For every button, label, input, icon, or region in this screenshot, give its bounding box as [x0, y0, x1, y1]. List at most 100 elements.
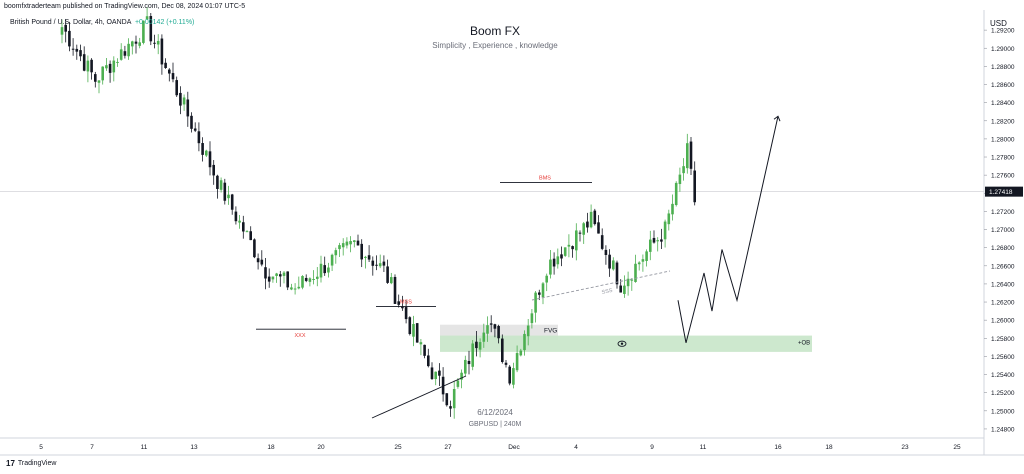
candle-bearish[interactable]: [108, 63, 112, 73]
candle-bullish[interactable]: [575, 230, 578, 251]
candle-bearish[interactable]: [430, 367, 434, 380]
candle-bearish[interactable]: [652, 237, 656, 243]
candle-bullish[interactable]: [464, 359, 467, 374]
candle-bullish[interactable]: [626, 278, 630, 287]
candle-bullish[interactable]: [138, 42, 141, 46]
candle-bullish[interactable]: [671, 203, 674, 215]
candle-bearish[interactable]: [175, 80, 178, 96]
candle-bearish[interactable]: [397, 301, 400, 305]
candle-bearish[interactable]: [619, 285, 622, 293]
candle-bearish[interactable]: [597, 222, 600, 234]
candle-bearish[interactable]: [497, 326, 500, 339]
candle-bullish[interactable]: [452, 389, 456, 409]
candle-bullish[interactable]: [142, 20, 145, 43]
tradingview-logo[interactable]: 17 TradingView: [6, 459, 56, 468]
candle-bearish[interactable]: [467, 360, 471, 365]
candle-bullish[interactable]: [582, 223, 585, 235]
candle-bearish[interactable]: [571, 246, 574, 250]
candle-bearish[interactable]: [504, 362, 508, 365]
candle-bearish[interactable]: [71, 48, 75, 50]
candle-bearish[interactable]: [604, 249, 608, 255]
candle-bullish[interactable]: [119, 49, 123, 60]
candle-bearish[interactable]: [201, 143, 204, 155]
candle-bullish[interactable]: [512, 368, 515, 385]
candle-bearish[interactable]: [267, 276, 271, 282]
candle-bearish[interactable]: [608, 254, 611, 269]
candle-bullish[interactable]: [112, 60, 116, 73]
candle-bearish[interactable]: [600, 235, 604, 249]
candle-bearish[interactable]: [382, 261, 386, 266]
candle-bearish[interactable]: [586, 221, 589, 228]
candle-bullish[interactable]: [482, 332, 486, 342]
candle-bearish[interactable]: [660, 239, 663, 242]
candle-bearish[interactable]: [286, 271, 289, 288]
candle-bullish[interactable]: [238, 220, 241, 223]
candle-bullish[interactable]: [327, 267, 330, 273]
candle-bullish[interactable]: [649, 239, 652, 252]
candle-bullish[interactable]: [460, 372, 463, 380]
candle-bullish[interactable]: [341, 243, 345, 248]
candle-bearish[interactable]: [360, 243, 363, 260]
candle-bullish[interactable]: [156, 40, 160, 45]
candle-bearish[interactable]: [393, 276, 397, 304]
candle-bearish[interactable]: [249, 231, 252, 241]
candle-bearish[interactable]: [149, 16, 153, 42]
candle-bullish[interactable]: [378, 263, 382, 267]
candle-bullish[interactable]: [145, 16, 149, 20]
currency-label[interactable]: USD: [990, 19, 1007, 28]
candle-bullish[interactable]: [523, 333, 526, 351]
candle-bullish[interactable]: [412, 323, 415, 337]
candle-bearish[interactable]: [179, 92, 182, 106]
candle-bearish[interactable]: [367, 255, 371, 260]
candle-bullish[interactable]: [637, 262, 641, 265]
candle-bullish[interactable]: [338, 245, 341, 250]
rising-trendline[interactable]: [371, 375, 467, 419]
candle-bearish[interactable]: [449, 406, 452, 409]
candle-bullish[interactable]: [471, 343, 474, 367]
current-price-tag[interactable]: [985, 186, 1023, 197]
candle-bullish[interactable]: [301, 276, 304, 288]
candle-bullish[interactable]: [612, 260, 615, 270]
candle-bearish[interactable]: [230, 194, 234, 210]
symbol-legend[interactable]: British Pound / U.S. Dollar, 4h, OANDA +…: [10, 19, 194, 26]
candle-bullish[interactable]: [97, 80, 101, 83]
candle-bullish[interactable]: [105, 65, 108, 69]
candle-bullish[interactable]: [486, 325, 489, 334]
candle-bearish[interactable]: [75, 48, 79, 52]
candle-bearish[interactable]: [79, 50, 82, 57]
candle-bearish[interactable]: [212, 164, 215, 176]
sss-trendline[interactable]: [531, 270, 671, 301]
candle-bearish[interactable]: [423, 344, 426, 356]
eye-icon[interactable]: [617, 340, 627, 347]
candle-bearish[interactable]: [223, 182, 227, 201]
candle-bearish[interactable]: [408, 317, 412, 335]
candle-bullish[interactable]: [645, 251, 648, 261]
candle-bullish[interactable]: [663, 221, 667, 240]
candle-bearish[interactable]: [134, 41, 138, 44]
candle-bullish[interactable]: [674, 182, 678, 206]
candle-bullish[interactable]: [630, 279, 634, 281]
candle-bullish[interactable]: [567, 244, 571, 247]
candle-bearish[interactable]: [552, 258, 556, 267]
candle-bearish[interactable]: [216, 175, 219, 189]
candle-bearish[interactable]: [445, 393, 449, 406]
candle-bearish[interactable]: [256, 258, 260, 263]
candle-bullish[interactable]: [656, 240, 659, 242]
candle-bullish[interactable]: [60, 27, 64, 35]
candle-bullish[interactable]: [101, 66, 104, 81]
candle-bearish[interactable]: [578, 232, 582, 234]
candle-bullish[interactable]: [623, 285, 626, 295]
candle-bearish[interactable]: [593, 210, 597, 225]
candle-bearish[interactable]: [508, 366, 511, 384]
candle-bearish[interactable]: [538, 292, 541, 295]
candle-bullish[interactable]: [312, 278, 315, 280]
candle-bearish[interactable]: [404, 307, 408, 320]
candle-bearish[interactable]: [493, 324, 497, 329]
candle-bullish[interactable]: [308, 278, 312, 282]
candle-bearish[interactable]: [356, 240, 360, 246]
candle-bearish[interactable]: [427, 355, 430, 367]
candle-bullish[interactable]: [541, 283, 545, 298]
candle-bullish[interactable]: [86, 60, 90, 72]
candle-bullish[interactable]: [275, 273, 278, 276]
